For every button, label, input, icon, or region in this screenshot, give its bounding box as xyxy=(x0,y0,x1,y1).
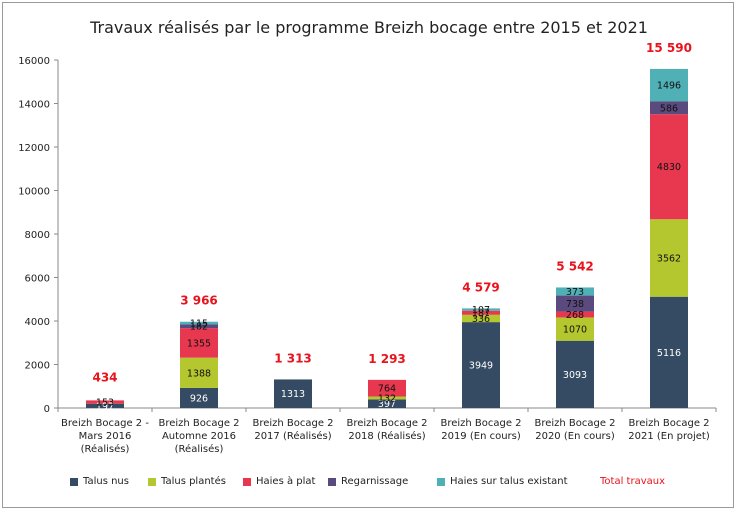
segment-value-label: 1496 xyxy=(657,81,681,92)
segment-value-label: 182 xyxy=(190,322,208,333)
y-tick-label: 4000 xyxy=(25,317,50,328)
y-tick-label: 12000 xyxy=(18,143,50,154)
segment-value-label: 153 xyxy=(96,398,114,409)
x-category-label: Breizh Bocage 2 2017 (Réalisés) xyxy=(252,418,333,442)
x-category-label: Breizh Bocage 2 2021 (En projet) xyxy=(628,418,710,442)
segment-value-label: 3949 xyxy=(469,361,493,372)
bar-segment xyxy=(462,308,500,311)
bar-segment xyxy=(650,101,688,115)
segment-value-label: 926 xyxy=(190,393,208,404)
bar-segment xyxy=(86,403,124,408)
x-category-label: Breizh Bocage 2 -Mars 2016 (Réalisés) xyxy=(61,418,149,455)
segment-value-label: 764 xyxy=(378,384,396,395)
total-value-label: 3 966 xyxy=(180,294,218,308)
bar-segment xyxy=(180,324,218,329)
legend-swatch xyxy=(243,477,251,486)
legend-swatch xyxy=(437,477,445,486)
bar-segment xyxy=(556,311,594,318)
legend-label: Talus nus xyxy=(83,476,129,487)
segment-value-label: 197 xyxy=(96,401,114,412)
segment-value-label: 1388 xyxy=(187,368,211,379)
bars xyxy=(86,68,688,408)
total-value-label: 5 542 xyxy=(556,259,594,273)
bar-segment xyxy=(180,321,218,325)
chart-title: Travaux réalisés par le programme Breizh… xyxy=(89,18,648,37)
bar-segment xyxy=(462,310,500,315)
legend-item: Talus plantés xyxy=(148,476,226,487)
segment-value-label: 586 xyxy=(660,103,678,114)
x-category-label: Breizh Bocage 2 Automne 2016 (Réalisés) xyxy=(158,418,239,455)
legend-item: Haies à plat xyxy=(243,476,315,487)
legend: Talus nus Talus plantés Haies à plat Regarn… xyxy=(0,476,738,496)
y-tick-label: 14000 xyxy=(18,100,50,111)
legend-swatch xyxy=(328,477,336,486)
total-value-label: 1 313 xyxy=(274,351,312,365)
legend-label: Regarnissage xyxy=(341,476,409,487)
y-tick-label: 0 xyxy=(44,404,50,415)
legend-label: Total travaux xyxy=(600,476,665,487)
segment-value-label: 1313 xyxy=(281,389,305,400)
segment-value-label: 5116 xyxy=(657,348,681,359)
legend-item: Talus nus xyxy=(70,476,129,487)
total-value-label: 15 590 xyxy=(646,41,692,55)
segment-value-label: 3562 xyxy=(657,253,681,264)
legend-item: Total travaux xyxy=(600,476,665,487)
segment-value-label: 132 xyxy=(378,393,396,404)
bar-segment xyxy=(180,387,218,408)
x-category-label: Breizh Bocage 2 2019 (En cours) xyxy=(440,418,521,442)
total-value-label: 1 293 xyxy=(368,352,406,366)
x-category-label: Breizh Bocage 2 2018 (Réalisés) xyxy=(346,418,427,442)
legend-label: Haies sur talus existant xyxy=(450,476,568,487)
segment-value-label: 397 xyxy=(378,399,396,410)
bar-segment xyxy=(650,219,688,297)
segment-value-label: 1355 xyxy=(187,338,211,349)
bar-segment xyxy=(556,295,594,312)
y-tick-label: 2000 xyxy=(25,361,50,372)
total-value-label: 434 xyxy=(92,371,117,385)
bar-segment xyxy=(556,317,594,341)
segment-value-label: 373 xyxy=(566,287,584,298)
bar-segment xyxy=(462,314,500,323)
y-tick-label: 16000 xyxy=(18,56,50,67)
total-value-label: 4 579 xyxy=(462,280,500,294)
legend-item: Haies sur talus existant xyxy=(437,476,568,487)
legend-label: Talus plantés xyxy=(161,476,226,487)
y-tick-label: 6000 xyxy=(25,274,50,285)
bar-segment xyxy=(368,399,406,408)
bar-segment xyxy=(86,400,124,404)
bar-segment xyxy=(180,328,218,358)
axes: 0 2000 4000 6000 8000 10000 12000 14000 16000 Bre… xyxy=(18,56,717,455)
segment-value-label: 4830 xyxy=(657,162,681,173)
x-category-label: Breizh Bocage 2 2020 (En cours) xyxy=(534,418,615,442)
bar-segment xyxy=(650,296,688,408)
segment-value-label: 268 xyxy=(566,310,584,321)
legend-label: Haies à plat xyxy=(256,476,316,487)
segment-value-label: 738 xyxy=(566,299,584,310)
bar-segment xyxy=(462,322,500,408)
legend-swatch xyxy=(70,477,78,486)
segment-value-label: 3093 xyxy=(563,370,587,381)
segment-value-label: 115 xyxy=(190,318,208,329)
segment-value-label: 1070 xyxy=(563,325,587,336)
bar-segment xyxy=(556,340,594,408)
y-tick-label: 10000 xyxy=(18,187,50,198)
segment-value-label: 107 xyxy=(472,305,490,316)
bar-segment xyxy=(368,379,406,397)
legend-swatch xyxy=(148,477,156,486)
segment-value-label: 187 xyxy=(472,308,490,319)
bar-segment xyxy=(556,287,594,296)
bar-segment xyxy=(274,379,312,408)
bar-segment xyxy=(180,357,218,388)
legend-item: Regarnissage xyxy=(328,476,408,487)
y-tick-label: 8000 xyxy=(25,230,50,241)
segment-value-label: 336 xyxy=(472,314,490,325)
bar-segment xyxy=(650,68,688,102)
bar-segment xyxy=(368,396,406,400)
bar-segment xyxy=(650,114,688,220)
